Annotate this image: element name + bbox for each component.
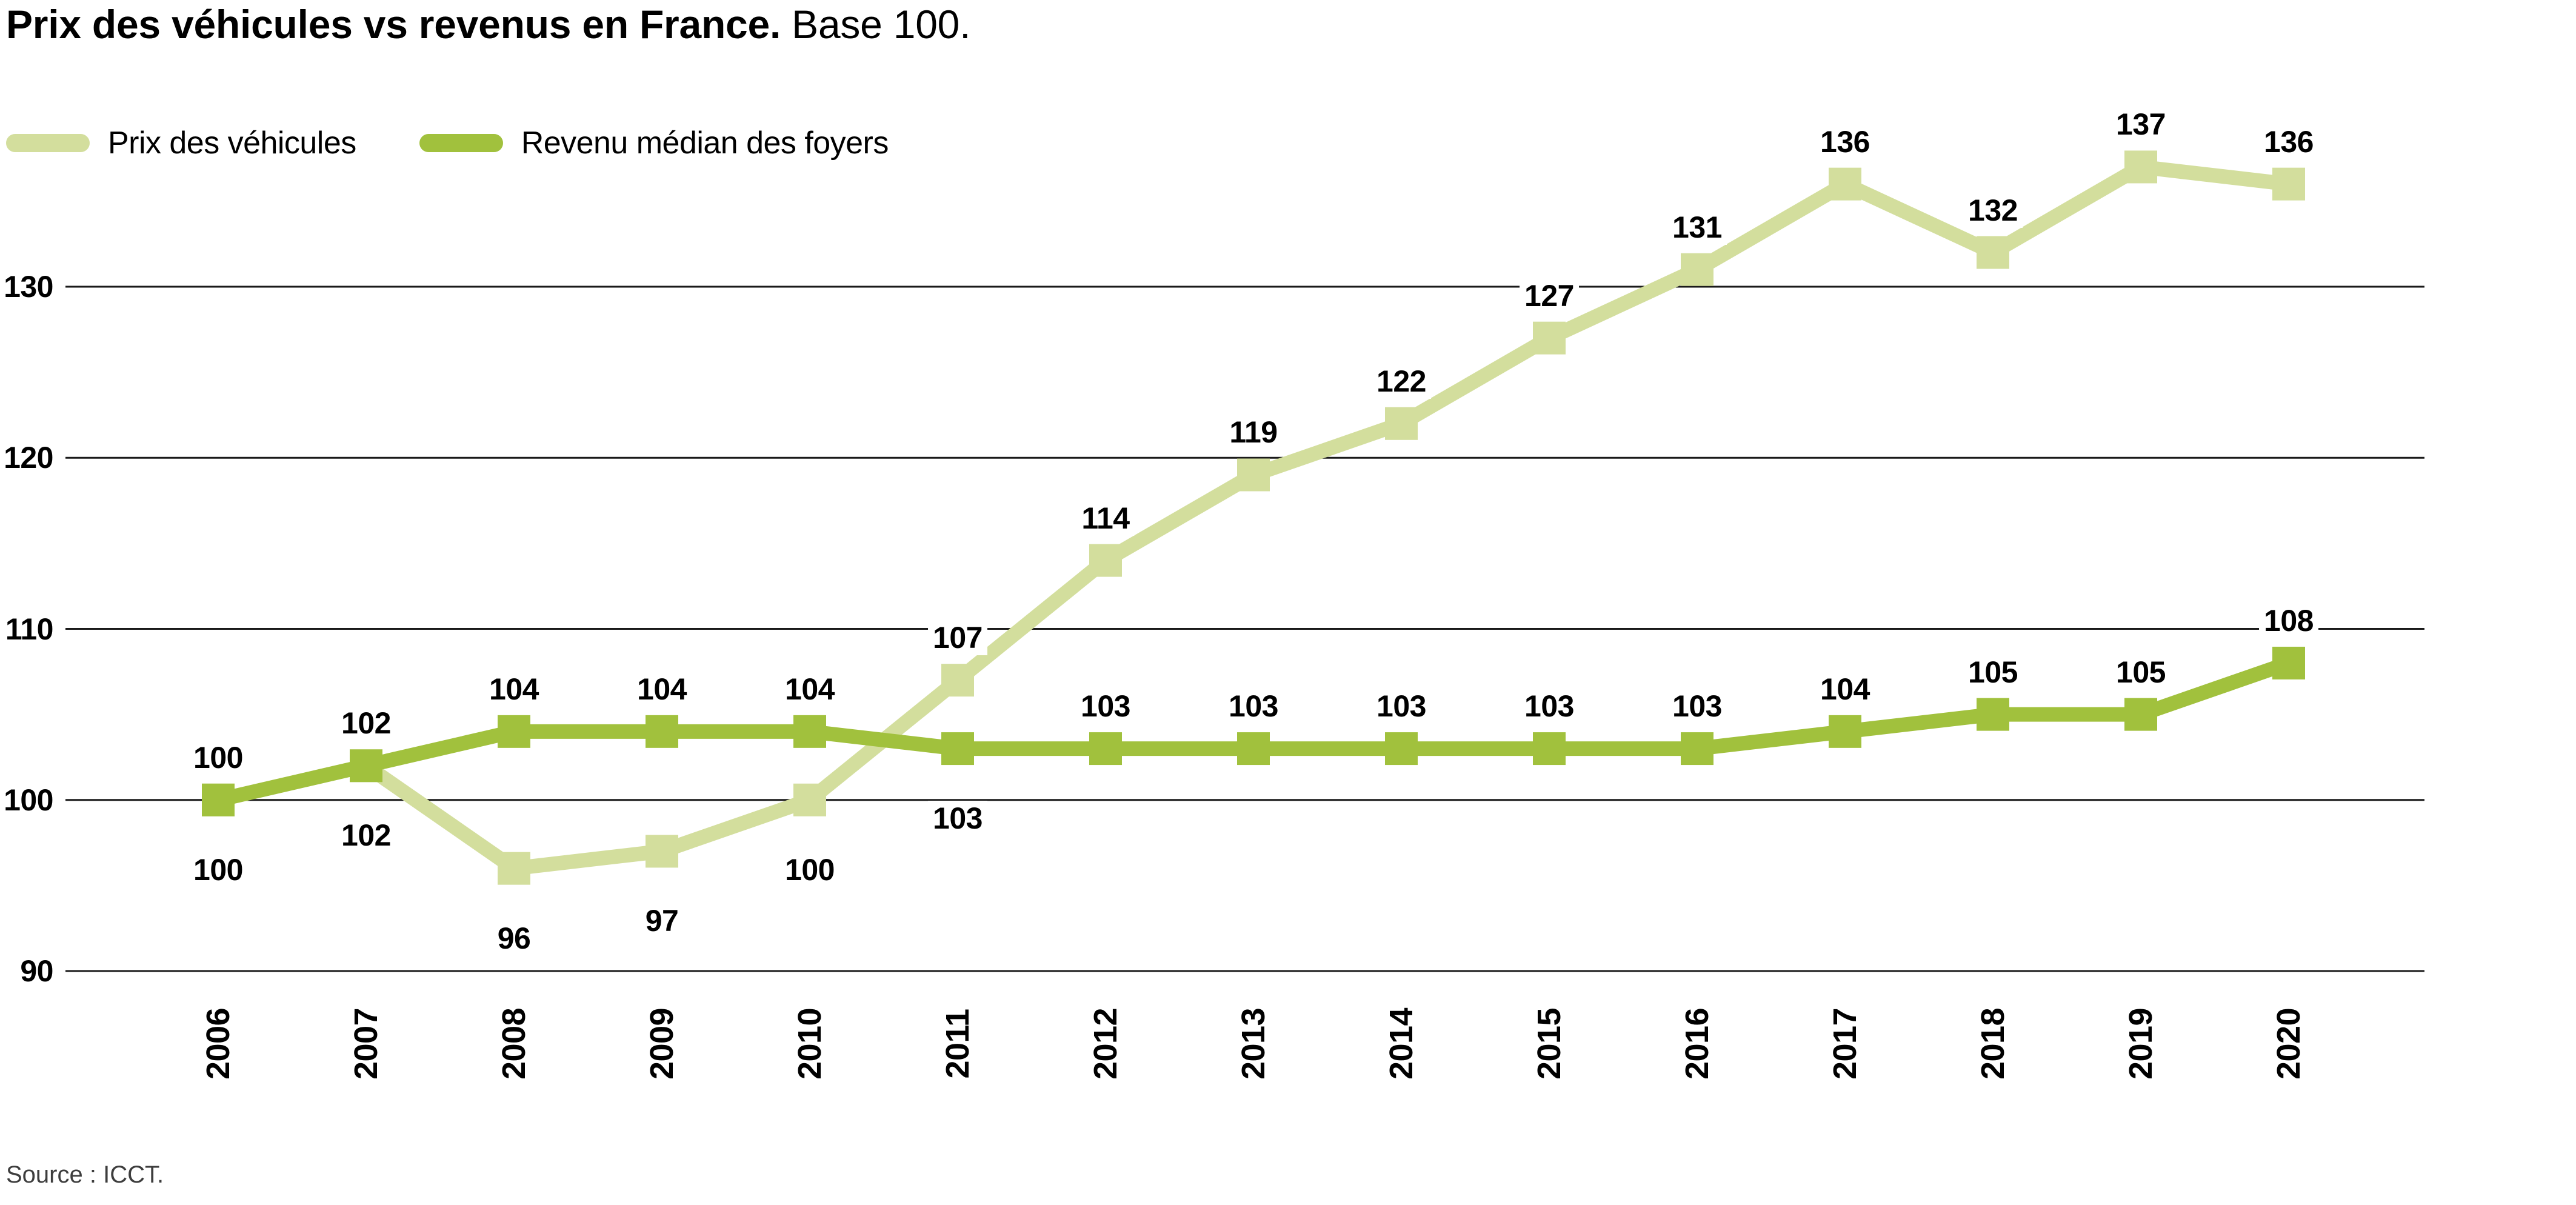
series-1-marker-2014 [1385, 732, 1418, 766]
series-1-marker-2006 [202, 783, 235, 816]
chart-title-subtitle: Base 100. [781, 2, 971, 47]
series-0-marker-2013 [1237, 458, 1270, 492]
series-0-marker-2010 [793, 783, 826, 816]
chart-title-main: Prix des véhicules vs revenus en France. [6, 2, 781, 47]
series-0-marker-2015 [1533, 321, 1566, 355]
series-1-marker-2012 [1089, 732, 1122, 766]
series-0-marker-2020 [2272, 167, 2305, 201]
series-1-marker-2009 [646, 715, 678, 748]
series-1-marker-2017 [1829, 715, 1861, 748]
legend-label: Prix des véhicules [108, 125, 356, 161]
series-1-marker-2016 [1681, 732, 1713, 766]
legend-label: Revenu médian des foyers [521, 125, 889, 161]
legend: Prix des véhicules Revenu médian des foye… [6, 125, 889, 161]
series-0-marker-2014 [1385, 407, 1418, 440]
series-1-marker-2008 [498, 715, 530, 748]
series-0-marker-2009 [646, 835, 678, 868]
series-0-marker-2018 [1977, 236, 2009, 269]
source-note: Source : ICCT. [6, 1161, 164, 1188]
series-1-marker-2011 [941, 732, 974, 766]
series-0-marker-2008 [498, 852, 530, 885]
series-1-marker-2018 [1977, 698, 2009, 731]
series-1-marker-2007 [350, 749, 382, 783]
series-0-marker-2019 [2124, 150, 2157, 184]
legend-item-1: Revenu médian des foyers [419, 125, 889, 161]
chart-title: Prix des véhicules vs revenus en France.… [6, 1, 970, 47]
legend-swatch-icon [419, 134, 503, 152]
series-1-marker-2013 [1237, 732, 1270, 766]
series-0-marker-2011 [941, 664, 974, 697]
series-1-marker-2010 [793, 715, 826, 748]
series-0-marker-2012 [1089, 544, 1122, 577]
series-0-marker-2016 [1681, 253, 1713, 286]
series-0-marker-2017 [1829, 167, 1861, 201]
series-1-marker-2015 [1533, 732, 1566, 766]
series-1-marker-2019 [2124, 698, 2157, 731]
series-1-marker-2020 [2272, 646, 2305, 679]
legend-swatch-icon [6, 134, 90, 152]
legend-item-0: Prix des véhicules [6, 125, 356, 161]
